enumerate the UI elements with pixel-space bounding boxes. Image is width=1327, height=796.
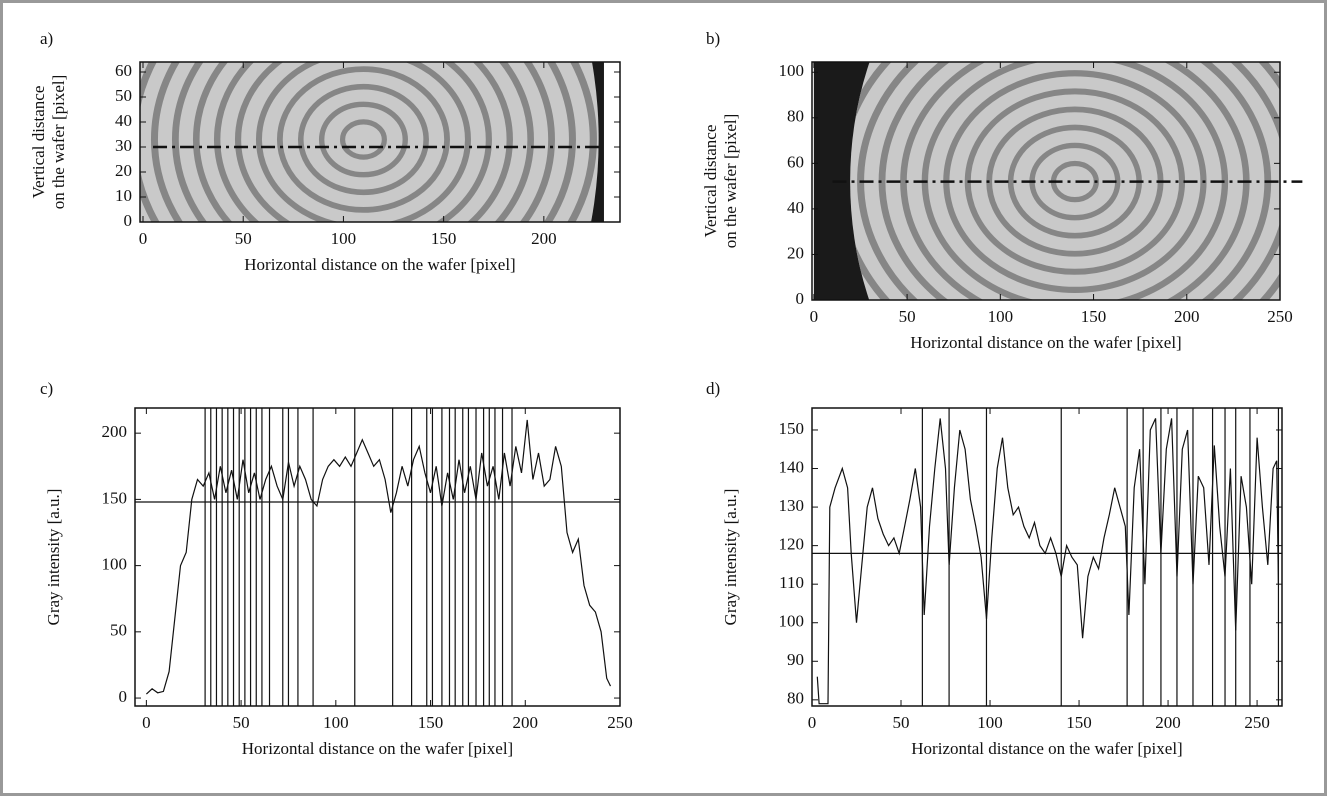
- y-tick-label: 0: [124, 211, 133, 230]
- x-tick-label: 100: [323, 713, 349, 732]
- x-tick-label: 150: [1081, 307, 1107, 326]
- plot-frame: [811, 61, 1281, 301]
- x-tick-label: 100: [331, 229, 357, 248]
- x-tick-label: 150: [418, 713, 444, 732]
- wafer: [140, 62, 599, 222]
- fringe: [297, 83, 429, 196]
- x-tick-label: 100: [988, 307, 1014, 326]
- x-tick-label: 200: [531, 229, 557, 248]
- x-tick-label: 250: [607, 713, 633, 732]
- y-tick-label: 100: [779, 61, 805, 80]
- y-tick-label: 20: [787, 243, 804, 262]
- intensity-line: [145, 419, 612, 695]
- y-axis-label: Vertical distance: [701, 125, 720, 238]
- y-tick-label: 130: [779, 496, 805, 515]
- plot-frame: [134, 407, 621, 707]
- x-tick-label: 0: [808, 713, 817, 732]
- plot-frame: [811, 407, 1283, 707]
- x-tick-label: 250: [1244, 713, 1270, 732]
- x-tick-label: 50: [233, 713, 250, 732]
- x-tick-label: 0: [810, 307, 819, 326]
- y-tick-label: 10: [115, 186, 132, 205]
- x-tick-label: 0: [142, 713, 151, 732]
- y-tick-label: 60: [115, 61, 132, 80]
- y-tick-label: 0: [796, 289, 805, 308]
- x-axis-label: Horizontal distance on the wafer [pixel]: [242, 739, 513, 758]
- x-tick-label: 50: [893, 713, 910, 732]
- y-tick-label: 80: [787, 689, 804, 708]
- fringe: [255, 62, 471, 222]
- x-tick-label: 50: [899, 307, 916, 326]
- x-tick-label: 0: [139, 229, 148, 248]
- y-tick-label: 80: [787, 107, 804, 126]
- plot-area: [812, 408, 1282, 706]
- fringe: [140, 62, 597, 222]
- y-tick-label: 50: [110, 621, 127, 640]
- x-tick-label: 100: [977, 713, 1003, 732]
- panel-label: c): [40, 379, 53, 398]
- x-axis-label: Horizontal distance on the wafer [pixel]: [911, 739, 1182, 758]
- fringe: [150, 62, 576, 222]
- y-tick-label: 110: [779, 573, 804, 592]
- x-tick-label: 200: [1155, 713, 1181, 732]
- y-axis-label: Vertical distance: [29, 86, 48, 199]
- y-tick-label: 30: [115, 136, 132, 155]
- y-tick-label: 150: [779, 419, 805, 438]
- intensity-line: [816, 418, 1279, 705]
- y-tick-label: 100: [102, 555, 128, 574]
- plot-area: [135, 408, 620, 706]
- x-tick-label: 200: [513, 713, 539, 732]
- plot-frame: [139, 61, 621, 223]
- plot-area: [140, 62, 604, 222]
- x-axis-label: Horizontal distance on the wafer [pixel]: [910, 333, 1181, 352]
- y-tick-label: 100: [779, 612, 805, 631]
- y-tick-label: 40: [115, 111, 132, 130]
- fringe: [276, 66, 450, 213]
- y-tick-label: 50: [115, 86, 132, 105]
- y-tick-label: 0: [119, 687, 128, 706]
- y-tick-label: 20: [115, 161, 132, 180]
- y-tick-label: 120: [779, 535, 805, 554]
- y-tick-label: 200: [102, 422, 128, 441]
- x-axis-label: Horizontal distance on the wafer [pixel]: [244, 255, 515, 274]
- x-tick-label: 50: [235, 229, 252, 248]
- y-tick-label: 150: [102, 488, 128, 507]
- panel-label: a): [40, 29, 53, 48]
- y-axis-label: Gray intensity [a.u.]: [721, 489, 740, 626]
- fringe: [171, 62, 555, 222]
- x-tick-label: 200: [1174, 307, 1200, 326]
- y-tick-label: 140: [779, 457, 805, 476]
- fringe: [318, 101, 408, 178]
- x-tick-label: 150: [431, 229, 457, 248]
- fringe: [234, 62, 492, 222]
- y-axis-label: on the wafer [pixel]: [721, 114, 740, 249]
- y-tick-label: 90: [787, 650, 804, 669]
- y-tick-label: 40: [787, 198, 804, 217]
- fringe: [339, 119, 387, 160]
- x-tick-label: 250: [1267, 307, 1293, 326]
- panel-label: d): [706, 379, 720, 398]
- y-axis-label: Gray intensity [a.u.]: [44, 489, 63, 626]
- fringe: [192, 62, 534, 222]
- y-axis-label: on the wafer [pixel]: [49, 75, 68, 210]
- y-tick-label: 60: [787, 152, 804, 171]
- x-tick-label: 150: [1066, 713, 1092, 732]
- panel-label: b): [706, 29, 720, 48]
- fringe: [213, 62, 513, 222]
